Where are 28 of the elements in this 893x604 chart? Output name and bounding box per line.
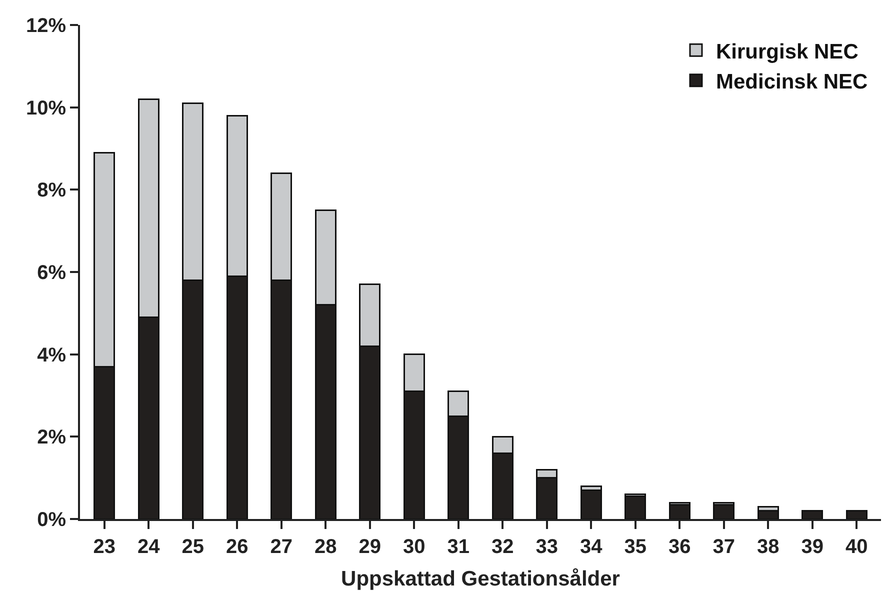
x-tick-label: 38 xyxy=(757,536,780,558)
y-tick-label: 0% xyxy=(37,509,66,531)
x-tick-label: 33 xyxy=(536,536,558,558)
y-tick-label: 10% xyxy=(26,97,66,120)
x-tick-label: 25 xyxy=(182,536,204,558)
legend-label: Kirurgisk NEC xyxy=(716,40,858,64)
x-tick-label: 40 xyxy=(846,536,868,558)
y-tick-label: 6% xyxy=(37,262,66,284)
x-tick-label: 34 xyxy=(580,536,604,558)
x-axis-title: Uppskattad Gestationsålder xyxy=(341,568,620,591)
legend-label: Medicinsk NEC xyxy=(716,70,868,94)
x-tick-label: 27 xyxy=(270,536,292,558)
y-tick-label: 8% xyxy=(37,180,66,202)
x-tick-label: 28 xyxy=(314,536,337,558)
x-tick-label: 26 xyxy=(226,536,248,558)
x-tick-label: 32 xyxy=(492,536,514,558)
x-tick-label: 24 xyxy=(137,536,161,558)
x-tick-label: 31 xyxy=(447,536,470,558)
x-tick-label: 36 xyxy=(668,536,691,558)
y-tick-label: 4% xyxy=(37,344,66,366)
x-tick-label: 30 xyxy=(402,536,426,558)
x-tick-label: 37 xyxy=(712,536,736,558)
y-tick-label: 12% xyxy=(26,15,66,37)
x-tick-label: 39 xyxy=(801,536,824,558)
y-tick-label: 2% xyxy=(37,426,66,449)
x-tick-label: 29 xyxy=(358,536,381,558)
x-tick-label: 23 xyxy=(93,536,116,558)
x-tick-label: 35 xyxy=(624,536,647,558)
